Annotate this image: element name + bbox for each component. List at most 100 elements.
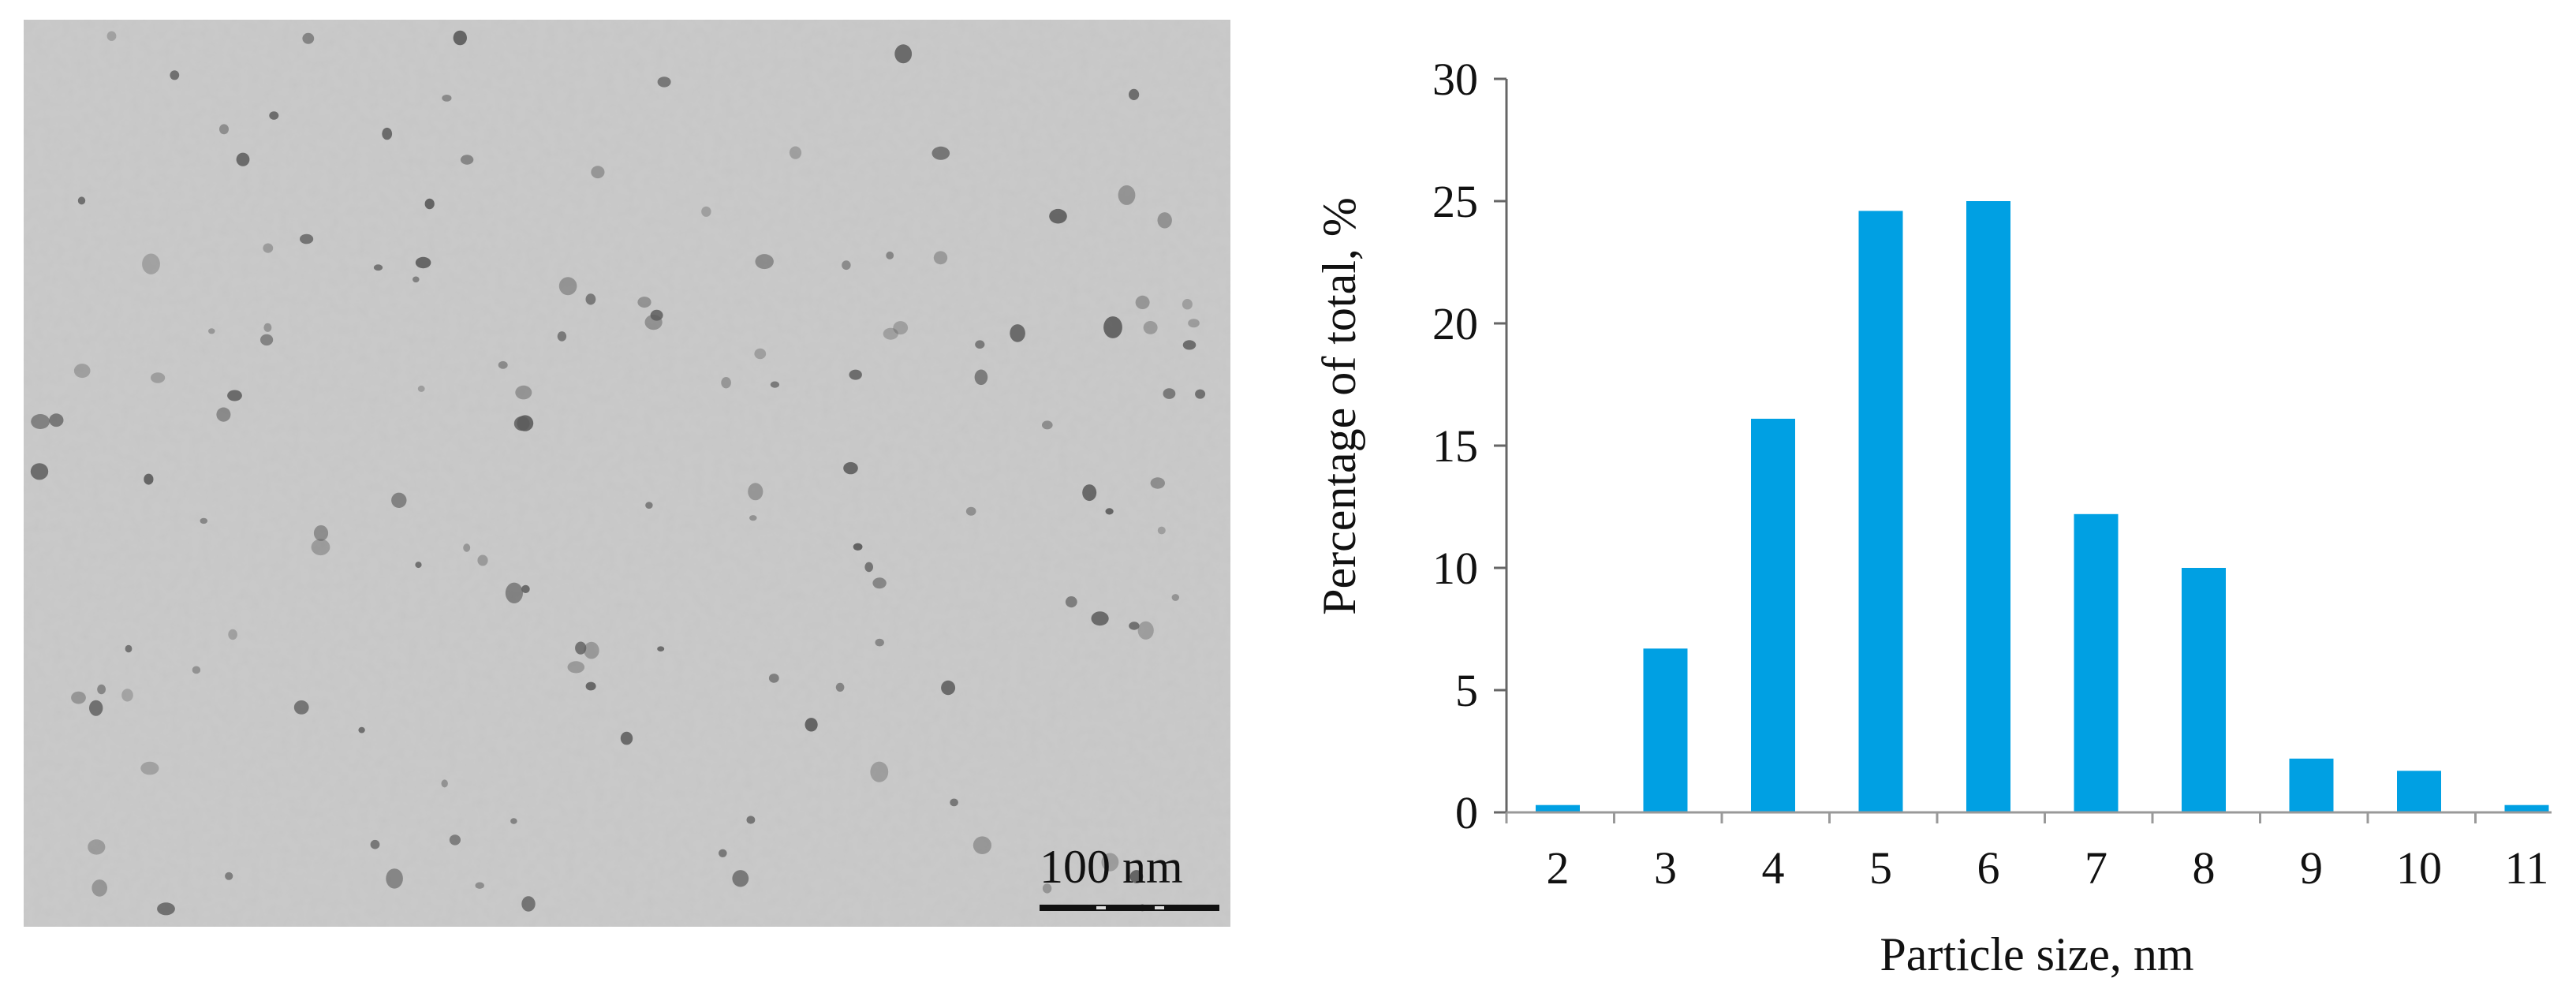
- nanoparticle-dot: [1049, 208, 1067, 224]
- nanoparticle-dot: [1118, 185, 1136, 205]
- nanoparticle-dot: [875, 638, 884, 647]
- nanoparticle-dot: [620, 731, 633, 745]
- y-tick-label: 25: [1432, 176, 1478, 227]
- x-tick-label: 6: [1977, 842, 2000, 894]
- x-tick-label: 2: [1547, 842, 1570, 894]
- nanoparticle-dot: [517, 415, 534, 431]
- nanoparticle-dot: [872, 577, 887, 589]
- nanoparticle-dot: [216, 407, 231, 422]
- bar-size-11: [2504, 804, 2549, 812]
- nanoparticle-dot: [236, 152, 250, 166]
- nanoparticle-dot: [1105, 508, 1114, 515]
- nanoparticle-dot: [853, 543, 863, 551]
- nanoparticle-dot: [950, 798, 958, 807]
- nanoparticle-dot: [413, 276, 420, 283]
- nanoparticle-dot: [585, 293, 596, 305]
- nanoparticle-dot: [475, 882, 484, 889]
- nanoparticle-dot: [1082, 484, 1097, 502]
- nanoparticle-dot: [768, 674, 779, 683]
- nanoparticle-dot: [1091, 611, 1109, 626]
- nanoparticle-dot: [1135, 295, 1150, 309]
- nanoparticle-dot: [931, 146, 950, 160]
- x-tick-label: 3: [1654, 842, 1677, 894]
- nanoparticle-dot: [645, 502, 653, 509]
- x-tick-label: 10: [2396, 842, 2442, 894]
- nanoparticle-dot: [748, 483, 763, 501]
- nanoparticle-dot: [260, 334, 274, 346]
- nanoparticle-dot: [49, 413, 64, 427]
- x-tick-label: 8: [2193, 842, 2216, 894]
- nanoparticle-dot: [106, 31, 117, 41]
- nanoparticle-dot: [125, 644, 133, 653]
- nanoparticle-dot: [1137, 621, 1154, 640]
- bar-size-7: [2074, 513, 2119, 812]
- nanoparticle-dot: [77, 196, 86, 205]
- nanoparticle-dot: [415, 562, 422, 569]
- nanoparticle-dot: [732, 870, 749, 887]
- x-tick-label: 11: [2505, 842, 2549, 894]
- nanoparticle-dot: [157, 902, 175, 916]
- nanoparticle-dot: [974, 369, 988, 386]
- nanoparticle-dot: [843, 461, 858, 475]
- nanoparticle-dot: [300, 233, 314, 245]
- nanoparticle-dot: [1163, 388, 1176, 399]
- scale-bar-label: 100 nm: [1040, 841, 1183, 893]
- nanoparticle-dot: [585, 681, 596, 691]
- nanoparticle-dot: [746, 816, 756, 824]
- bar-size-6: [1966, 201, 2010, 812]
- nanoparticle-dot: [311, 539, 330, 556]
- bar-size-9: [2289, 758, 2334, 812]
- nanoparticle-dot: [864, 562, 873, 573]
- bar-size-8: [2182, 568, 2226, 812]
- particle-size-chart: 0 5 10 15 20 25 30 2 3 4 5 6 7 8 9 10 11 Percentage of …: [1262, 0, 2576, 993]
- nanoparticle-dot: [521, 896, 536, 912]
- chart-svg: 0 5 10 15 20 25 30 2 3 4 5 6 7 8 9 10 11 Percentage of …: [1313, 54, 2552, 980]
- nanoparticle-dot: [749, 515, 757, 521]
- nanoparticle-dot: [1182, 299, 1193, 310]
- y-tick-label: 5: [1455, 665, 1478, 716]
- x-tick-label: 5: [1869, 842, 1892, 894]
- nanoparticle-dot: [719, 849, 727, 858]
- nanoparticle-dot: [1010, 324, 1025, 342]
- nanoparticle-dot: [657, 77, 671, 88]
- nanoparticle-dot: [121, 689, 133, 702]
- nanoparticle-dot: [89, 700, 103, 716]
- nanoparticle-dot: [391, 492, 407, 508]
- nanoparticle-dot: [933, 251, 948, 265]
- bar-size-4: [1751, 418, 1795, 812]
- nanoparticle-dot: [73, 364, 91, 379]
- nanoparticle-dot: [424, 198, 435, 210]
- nanoparticle-dot: [510, 818, 517, 824]
- nanoparticle-dot: [208, 328, 215, 334]
- nanoparticle-dot: [1157, 212, 1172, 229]
- nanoparticle-dot: [755, 254, 774, 270]
- nanoparticle-dot: [1103, 316, 1122, 338]
- nanoparticle-dot: [31, 414, 50, 429]
- bar-size-2: [1536, 804, 1580, 812]
- nanoparticle-dot: [313, 524, 329, 541]
- nanoparticle-dot: [453, 30, 467, 46]
- nanoparticle-dot: [805, 718, 818, 732]
- nanoparticle-dot: [567, 661, 585, 674]
- nanoparticle-dot: [441, 779, 448, 788]
- nanoparticle-dot: [1150, 477, 1166, 489]
- nanoparticle-dot: [88, 839, 106, 855]
- nanoparticle-dot: [965, 506, 976, 516]
- scale-bar: [1040, 905, 1219, 911]
- nanoparticle-dot: [657, 646, 665, 651]
- nanoparticle-dot: [591, 166, 605, 179]
- nanoparticle-dot: [842, 260, 851, 271]
- nanoparticle-dot: [192, 666, 201, 674]
- nanoparticle-dot: [144, 473, 154, 485]
- nanoparticle-dot: [770, 381, 780, 388]
- nanoparticle-dot: [575, 641, 587, 655]
- nanoparticle-dot: [151, 372, 166, 383]
- nanoparticle-dot: [1182, 340, 1197, 350]
- bar-size-5: [1858, 211, 1903, 812]
- nanoparticle-dot: [142, 253, 160, 274]
- nanoparticle-dot: [754, 348, 767, 360]
- nanoparticle-dot: [263, 243, 274, 253]
- nanoparticle-dot: [557, 331, 567, 342]
- nanoparticle-dot: [442, 95, 452, 102]
- nanoparticle-dot: [521, 584, 530, 594]
